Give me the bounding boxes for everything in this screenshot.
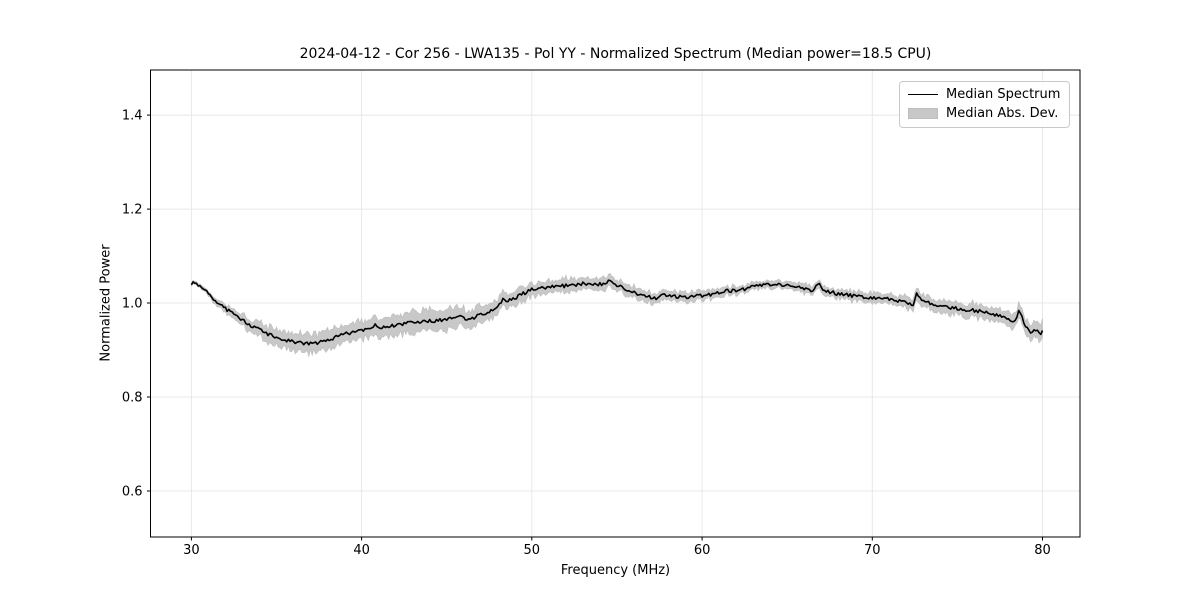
mad-band [191,273,1043,358]
median-spectrum-line [190,279,1044,346]
legend-patch-sample [908,108,938,119]
y-tick-label: 0.8 [122,391,143,406]
x-tick-label: 30 [183,543,200,558]
legend-label-median-abs-dev: Median Abs. Dev. [946,106,1059,121]
x-axis-label: Frequency (MHz) [560,563,671,578]
y-tick-label: 1.0 [122,297,143,312]
y-tick-label: 1.2 [122,203,143,218]
y-tick-label: 1.4 [122,109,143,124]
x-tick-label: 60 [694,543,711,558]
legend-item-median-spectrum: Median Spectrum [908,87,1060,102]
x-tick-label: 50 [524,543,541,558]
legend-item-median-abs-dev: Median Abs. Dev. [908,106,1060,121]
x-tick-label: 70 [864,543,881,558]
legend: Median Spectrum Median Abs. Dev. [899,81,1071,128]
x-tick-label: 40 [353,543,370,558]
y-tick-label: 0.6 [122,485,143,500]
chart-title: 2024-04-12 - Cor 256 - LWA135 - Pol YY -… [299,46,932,62]
y-axis-label: Normalized Power [98,244,114,362]
legend-label-median-spectrum: Median Spectrum [946,87,1061,102]
x-tick-label: 80 [1034,543,1051,558]
legend-line-sample [908,94,938,95]
